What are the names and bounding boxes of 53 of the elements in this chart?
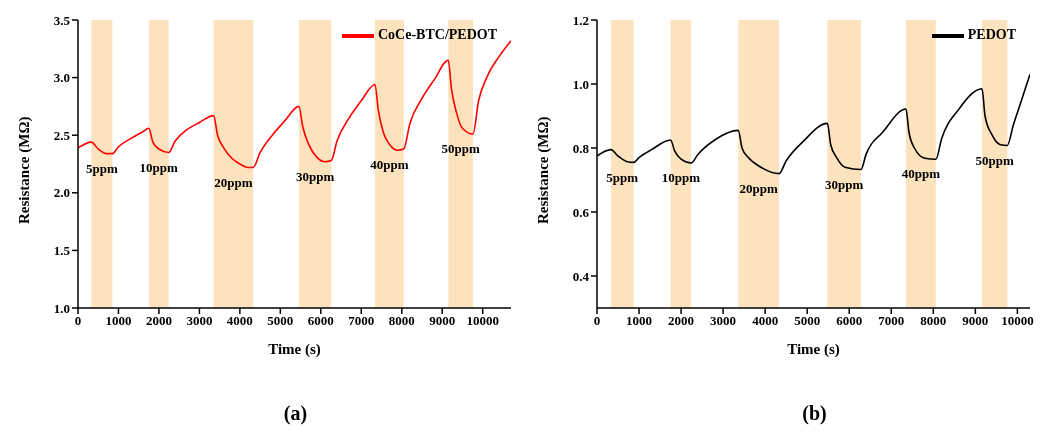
x-tick-label: 5000 [794, 313, 821, 329]
text: (b) [801, 401, 828, 426]
x-tick-label: 6000 [307, 313, 334, 329]
y-tick-label: 2.0 [53, 185, 70, 201]
band-label: 50ppm [975, 152, 1014, 168]
band-label: 5ppm [85, 160, 118, 176]
x-tick-label: 9000 [429, 313, 456, 329]
x-tick-label: 3000 [186, 313, 213, 329]
x-tick-label: 8000 [388, 313, 415, 329]
band-label: 50ppm [441, 141, 480, 157]
y-tick-label: 0.6 [572, 204, 590, 220]
x-tick-label: 10000 [466, 313, 499, 329]
x-tick-label: 1000 [105, 313, 132, 329]
band-label: 10ppm [139, 159, 179, 175]
y-tick-label: 0.8 [572, 140, 590, 156]
x-tick-label: 10000 [1001, 313, 1034, 329]
band-label: 20ppm [214, 174, 253, 190]
x-axis-title: Time (s) [787, 341, 840, 358]
y-tick-label: 2.5 [53, 127, 71, 143]
y-tick-label: 1.5 [53, 243, 71, 259]
band-label: 20ppm [739, 180, 778, 196]
band-label: 40ppm [370, 157, 409, 173]
x-tick-label: 4000 [752, 313, 779, 329]
x-tick-label: 7000 [348, 313, 375, 329]
y-tick-label: 1.2 [572, 12, 589, 28]
y-tick-label: 0.4 [572, 268, 590, 284]
legend-label: PEDOT [967, 27, 1016, 43]
x-tick-label: 6000 [836, 313, 863, 329]
y-tick-label: 1.0 [572, 76, 589, 92]
band-label: 5ppm [606, 169, 639, 185]
x-tick-label: 8000 [920, 313, 947, 329]
legend-label: CoCe-BTC/PEDOT [378, 27, 497, 43]
band-label: 30ppm [825, 176, 864, 192]
band-label: 30ppm [295, 168, 335, 184]
x-tick-label: 0 [74, 313, 82, 329]
x-tick-label: 9000 [962, 313, 989, 329]
text: (a) [282, 401, 309, 426]
y-axis-title: Resistance (MΩ) [16, 116, 34, 224]
x-tick-label: 1000 [626, 313, 653, 329]
x-tick-label: 7000 [878, 313, 905, 329]
x-tick-label: 3000 [710, 313, 737, 329]
x-tick-label: 2000 [668, 313, 695, 329]
y-tick-label: 3.0 [53, 70, 70, 86]
y-tick-label: 1.0 [53, 300, 70, 316]
x-tick-label: 4000 [226, 313, 253, 329]
y-axis-title: Resistance (MΩ) [535, 116, 553, 224]
x-tick-label: 0 [593, 313, 601, 329]
band-label: 40ppm [901, 166, 941, 182]
y-tick-label: 3.5 [53, 12, 71, 28]
x-tick-label: 5000 [267, 313, 294, 329]
band-label: 10ppm [661, 170, 701, 186]
x-tick-label: 2000 [145, 313, 172, 329]
x-axis-title: Time (s) [268, 341, 321, 358]
